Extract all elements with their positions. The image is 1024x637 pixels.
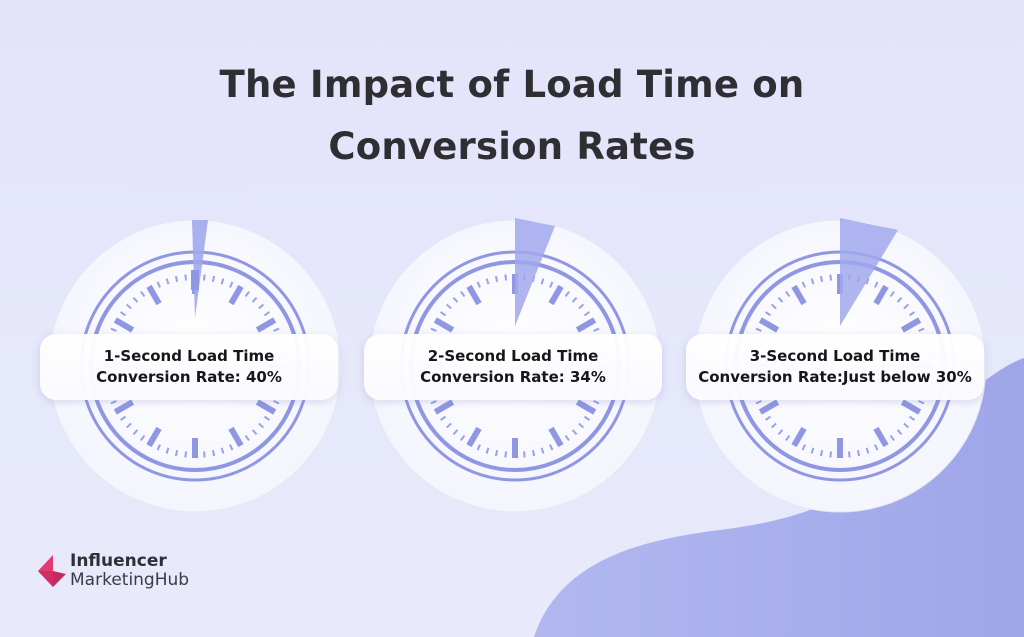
clock-1-rate: Conversion Rate: 40%: [96, 368, 282, 386]
clock-3-label: 3-Second Load Time Conversion Rate:Just …: [686, 334, 984, 400]
title-line-1: The Impact of Load Time on: [219, 63, 805, 106]
influencer-marketing-hub-logo: Influencer MarketingHub: [36, 552, 189, 590]
clock-2-label: 2-Second Load Time Conversion Rate: 34%: [364, 334, 662, 400]
logo-diamond-icon: [38, 555, 66, 587]
clock-3-rate: Conversion Rate:Just below 30%: [698, 368, 972, 386]
clock-1-title: 1-Second Load Time: [103, 347, 275, 365]
clock-2-title: 2-Second Load Time: [427, 347, 599, 365]
title-line-2: Conversion Rates: [328, 125, 696, 168]
clock-3-title: 3-Second Load Time: [749, 347, 921, 365]
clock-2-rate: Conversion Rate: 34%: [420, 368, 606, 386]
clock-1-label: 1-Second Load Time Conversion Rate: 40%: [40, 334, 338, 400]
page-title: The Impact of Load Time on Conversion Ra…: [0, 54, 1024, 178]
logo-line-2: MarketingHub: [70, 570, 190, 590]
logo-line-1: Influencer: [70, 551, 167, 571]
